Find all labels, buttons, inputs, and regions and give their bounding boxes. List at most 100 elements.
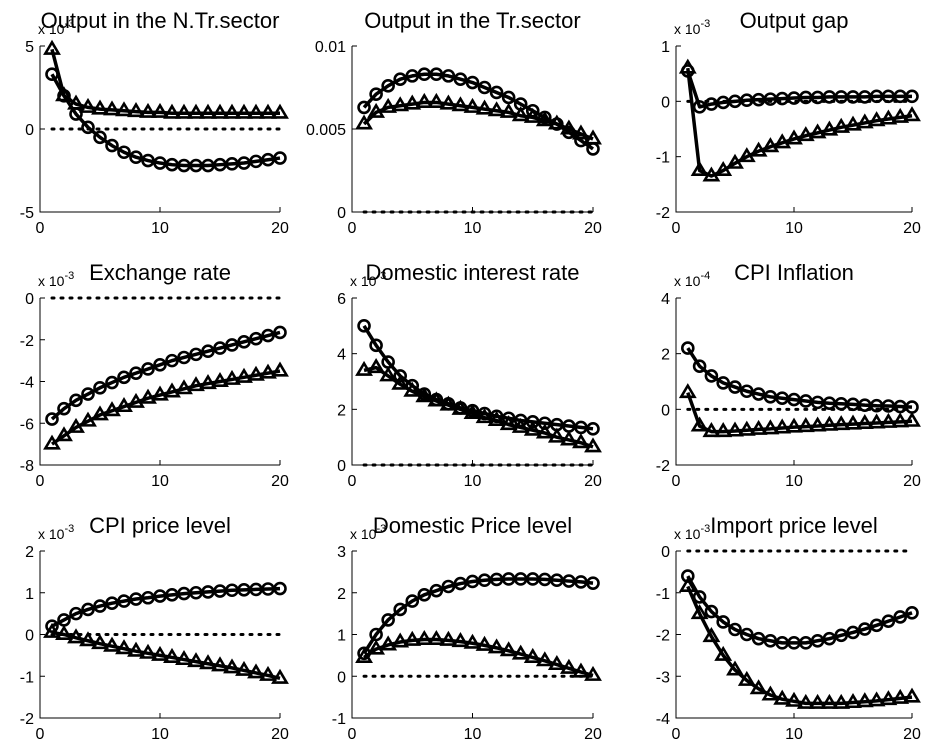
x-tick-label: 20 — [584, 473, 602, 490]
circle-marker — [249, 331, 263, 346]
triangle-marker — [403, 630, 422, 646]
circle-marker — [704, 604, 719, 619]
triangle-marker — [79, 411, 97, 427]
circle-marker — [453, 576, 468, 591]
x-tick-label: 0 — [672, 726, 681, 743]
subplot-9: -4 -3 -2 -1 0 0 10 20 x 10-3 Import price level — [656, 513, 921, 743]
triangle-marker — [211, 103, 229, 119]
triangle-marker — [903, 687, 921, 703]
circle-marker — [680, 341, 695, 355]
circle-marker — [846, 625, 860, 640]
triangle-marker — [199, 103, 217, 119]
y-tick-label: 0 — [337, 669, 346, 686]
x-tick-label: 0 — [348, 726, 357, 743]
triangle-marker — [690, 416, 709, 432]
circle-marker — [893, 610, 908, 624]
series-line-triangle — [686, 67, 913, 178]
subplot-title: CPI Inflation — [734, 260, 854, 285]
x-tick-label: 0 — [36, 473, 45, 490]
series-line-triangle — [686, 392, 913, 434]
y-tick-label: 0 — [25, 291, 34, 308]
circle-marker — [117, 370, 131, 385]
triangle-marker — [559, 658, 578, 674]
triangle-marker — [749, 419, 768, 435]
subplot-title: Exchange rate — [89, 260, 231, 285]
triangle-marker — [761, 137, 780, 153]
triangle-marker — [499, 102, 518, 118]
circle-marker — [905, 605, 919, 620]
y-tick-label: 0 — [661, 94, 670, 111]
circle-marker — [45, 619, 59, 633]
y-tick-label: 2 — [661, 347, 670, 364]
x-tick-label: 10 — [785, 726, 803, 743]
triangle-marker — [67, 417, 85, 433]
x-tick-label: 10 — [151, 726, 169, 743]
triangle-marker — [103, 636, 121, 652]
circle-marker — [141, 362, 155, 376]
triangle-marker — [796, 417, 815, 433]
y-tick-label: -3 — [656, 669, 670, 686]
triangle-marker — [867, 413, 886, 429]
x-tick-label: 20 — [271, 220, 289, 237]
axes-frame — [351, 298, 593, 466]
circle-marker — [692, 359, 707, 373]
triangle-marker — [379, 366, 398, 382]
triangle-marker — [439, 395, 458, 411]
triangle-marker — [547, 114, 566, 130]
circle-marker — [704, 369, 719, 383]
circle-marker — [393, 602, 408, 617]
y-tick-label: 6 — [337, 291, 346, 308]
circle-marker — [381, 79, 395, 93]
triangle-marker — [235, 367, 253, 383]
triangle-marker — [737, 670, 756, 686]
triangle-marker — [463, 97, 482, 113]
y-tick-label: -6 — [20, 416, 34, 433]
y-tick-label: 0 — [337, 458, 346, 475]
triangle-marker — [67, 94, 85, 110]
triangle-marker — [844, 414, 862, 430]
y-tick-label: 0.005 — [306, 122, 346, 139]
circle-marker — [751, 387, 766, 401]
triangle-marker — [572, 433, 590, 449]
circle-marker — [357, 100, 371, 115]
triangle-marker — [199, 374, 217, 390]
circle-marker — [189, 347, 203, 362]
subplot-4: -8 -6 -4 -2 0 0 10 20 x 10-3 Exchange rate — [20, 260, 289, 490]
circle-marker — [57, 401, 71, 416]
triangle-marker — [223, 369, 241, 385]
circle-marker — [93, 130, 107, 145]
circle-marker — [728, 622, 742, 637]
circle-marker — [417, 588, 432, 602]
triangle-marker — [572, 662, 590, 678]
triangle-marker — [559, 119, 578, 135]
triangle-marker — [391, 96, 410, 112]
circle-marker — [739, 384, 754, 399]
circle-marker — [93, 599, 107, 613]
x-tick-label: 20 — [903, 473, 921, 490]
y-tick-label: -1 — [20, 669, 34, 686]
triangle-marker — [690, 160, 709, 176]
triangle-marker — [584, 437, 602, 453]
triangle-marker — [355, 114, 373, 130]
triangle-marker — [678, 576, 697, 592]
triangle-marker — [879, 412, 898, 428]
triangle-marker — [475, 408, 494, 424]
subplot-title: Domestic interest rate — [366, 260, 580, 285]
triangle-marker — [55, 624, 73, 640]
circle-marker — [273, 581, 287, 596]
triangle-marker — [127, 641, 145, 657]
circle-marker — [489, 85, 504, 100]
circle-marker — [405, 594, 420, 608]
triangle-marker — [379, 635, 398, 651]
y-tick-label: -4 — [20, 375, 34, 392]
circle-marker — [739, 627, 754, 642]
triangle-marker — [523, 647, 542, 663]
triangle-marker — [714, 645, 733, 661]
triangle-marker — [761, 419, 780, 435]
series-line-circle — [50, 73, 281, 168]
circle-marker — [117, 145, 131, 160]
circle-marker — [369, 338, 383, 353]
